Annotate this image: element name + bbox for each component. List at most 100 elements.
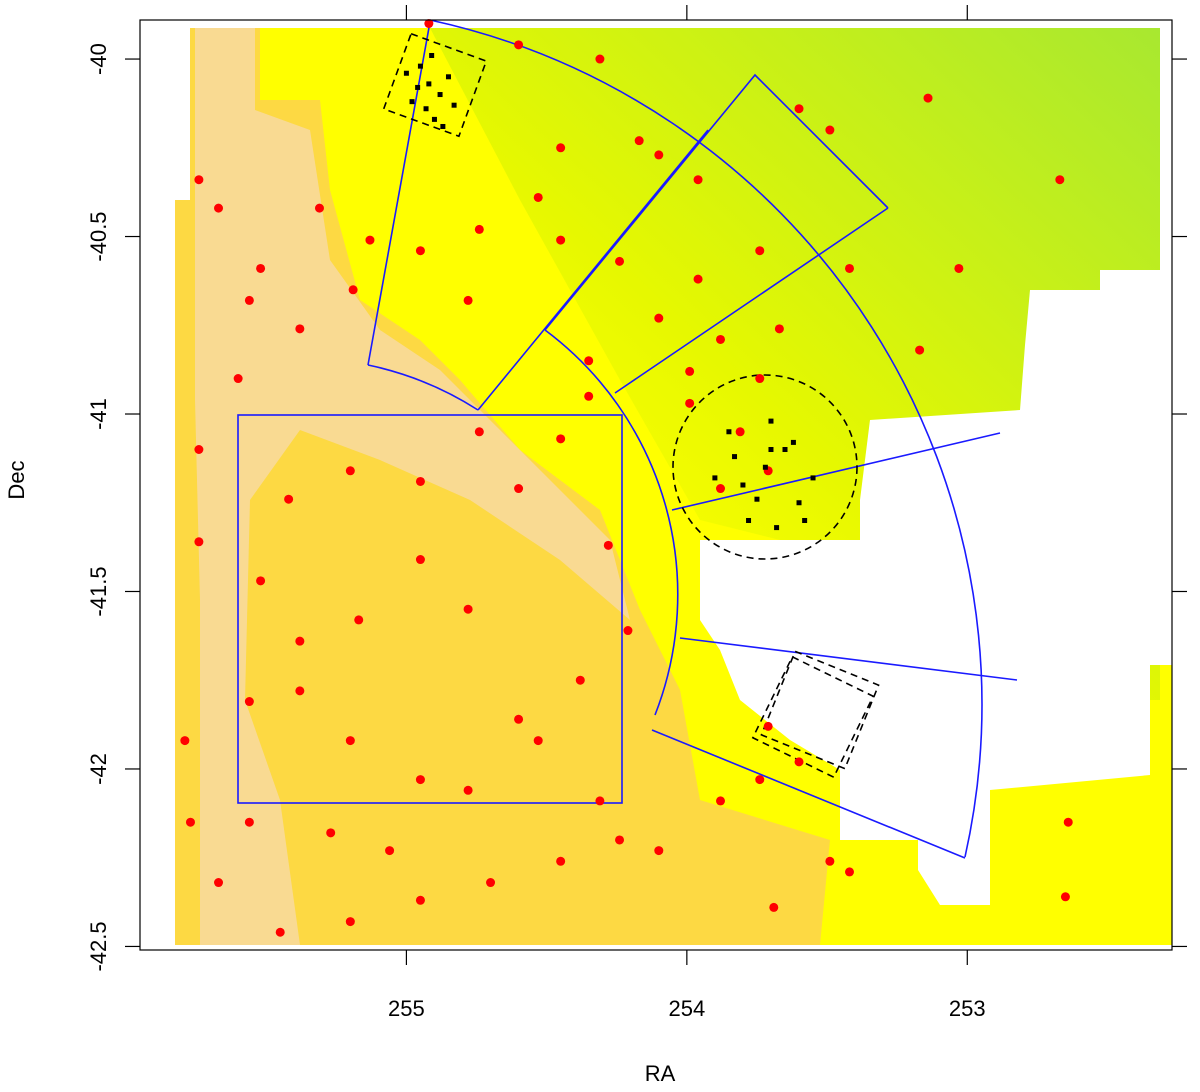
point [417,63,423,69]
square-region [760,650,880,770]
point [762,464,768,470]
point [726,429,732,435]
point [463,604,473,614]
point [716,334,725,344]
x-tick-label: 253 [949,996,986,1021]
point [584,391,594,401]
point [915,345,925,355]
point [732,454,738,460]
point [794,104,804,114]
point [514,40,524,50]
point [556,143,566,153]
point [802,517,808,523]
y-axis-label: Dec [4,460,29,499]
point [445,74,451,80]
point [634,136,644,146]
point [314,203,324,213]
point [429,52,435,58]
point [348,285,358,295]
point [514,484,524,494]
point [810,475,816,481]
point [415,84,421,90]
point [845,867,854,877]
point [424,19,434,29]
x-axis-label: RA [645,1061,676,1086]
point [654,150,664,160]
point [755,246,765,256]
x-tick-label: 254 [668,996,705,1021]
plot-frame [139,19,1173,951]
point [654,846,664,856]
point [474,427,484,437]
point [768,447,774,453]
point [474,224,484,234]
point [463,785,473,795]
point [603,540,613,550]
point [256,576,266,586]
point [825,125,835,135]
point [415,246,425,256]
point [595,796,605,806]
point [345,466,355,476]
point [233,374,243,384]
point [735,427,745,437]
point [755,374,765,384]
point [284,494,294,504]
y-tick-label: -40 [86,43,111,75]
point [769,902,779,912]
point [415,775,425,785]
point [365,235,375,245]
y-tick-label: -41.5 [86,566,111,616]
point [194,537,204,547]
point [693,175,703,185]
point [214,878,224,888]
point [584,356,594,366]
point [426,81,432,87]
point [463,295,473,305]
point [754,496,760,502]
point [326,828,336,838]
point [533,192,543,202]
point [774,324,784,334]
point [185,817,195,827]
point [755,775,765,785]
point [275,927,285,937]
y-tick-label: -42 [86,753,111,785]
point [845,263,854,273]
point [354,615,364,625]
outer-arc [429,19,983,858]
point [685,366,695,376]
point [1063,817,1073,827]
points [180,19,1073,937]
point [556,856,566,866]
point [437,92,443,98]
point [825,856,835,866]
point [180,736,190,746]
inner-arc [544,329,679,716]
point [774,525,780,531]
point [615,835,625,845]
point [385,846,395,856]
point [575,675,585,685]
point [244,697,254,707]
point [693,274,703,284]
point [794,757,804,767]
point [194,445,204,455]
point [194,175,204,185]
point [451,102,457,108]
point [1055,175,1065,185]
point [556,434,566,444]
circle-region [672,374,858,560]
point [740,482,746,488]
point [923,93,933,103]
density-map [175,28,1172,945]
point [782,447,788,453]
point [763,721,773,731]
point [556,235,566,245]
point [768,418,774,424]
point [403,70,409,76]
point [712,475,718,481]
point [244,817,254,827]
point [345,736,355,746]
